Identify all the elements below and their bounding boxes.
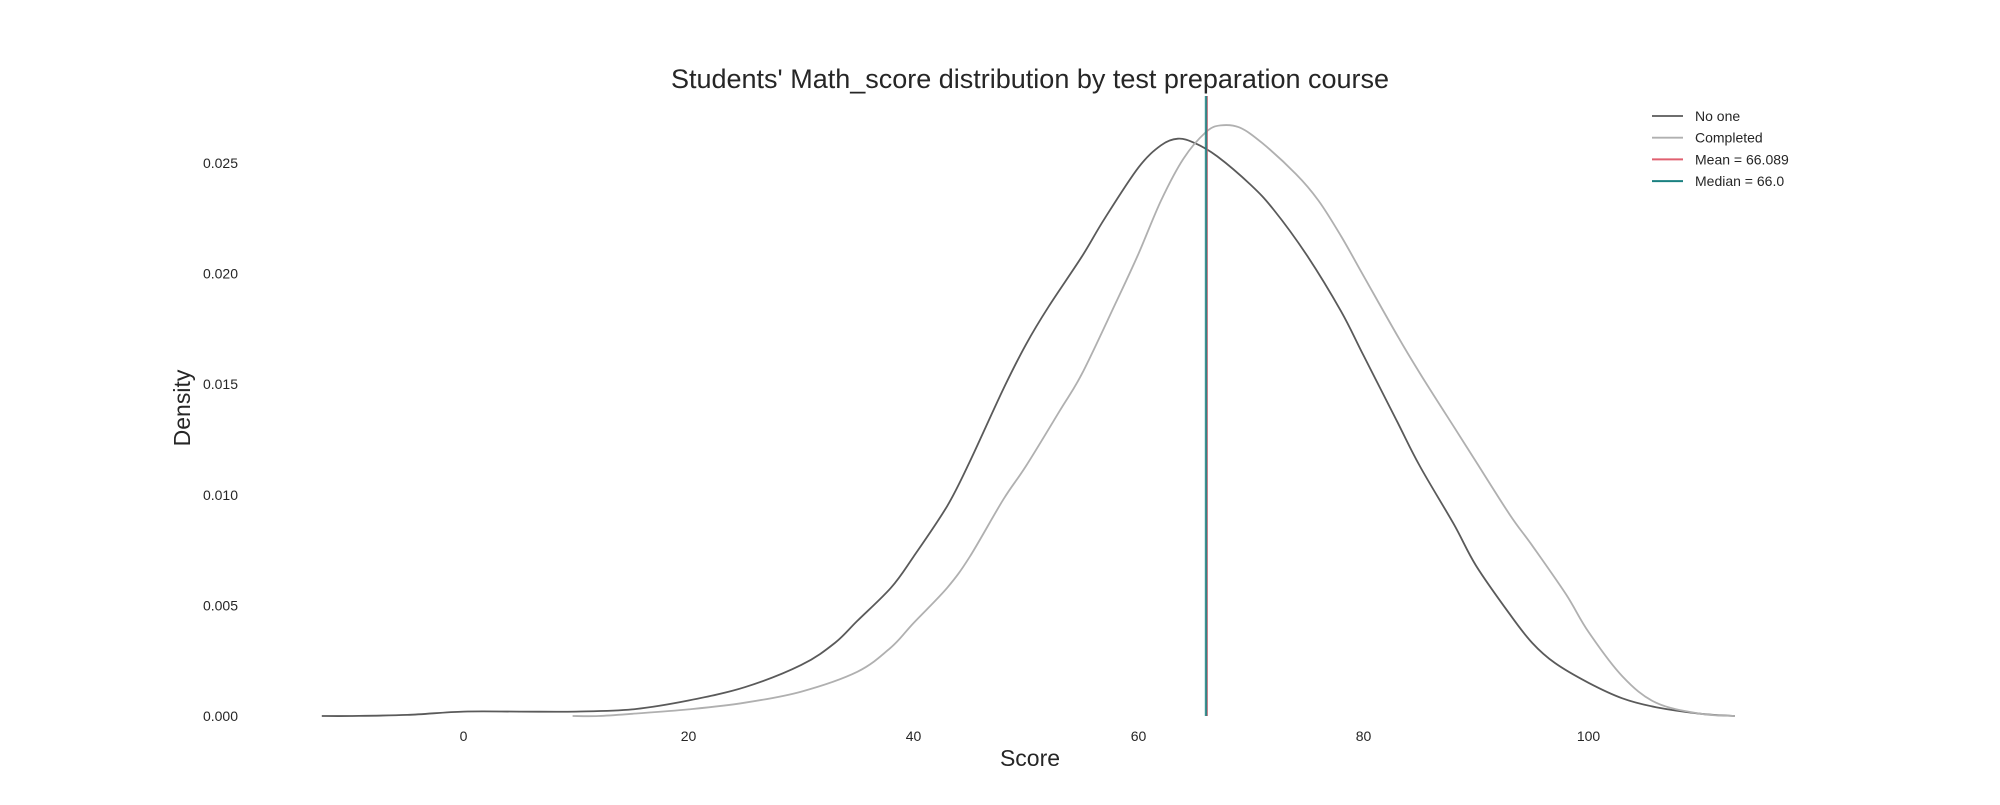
x-tick-label: 20 (681, 728, 697, 744)
series-line-completed (572, 124, 1735, 718)
x-axis-label: Score (1000, 745, 1060, 771)
series-line-no-one (321, 137, 1735, 717)
legend-label: Median = 66.0 (1695, 173, 1784, 189)
y-tick-label: 0.000 (203, 708, 238, 724)
y-tick-label: 0.025 (203, 155, 238, 171)
reference-lines (1204, 96, 1208, 716)
y-axis-label: Density (169, 369, 195, 446)
x-tick-label: 60 (1131, 728, 1147, 744)
x-tick-label: 100 (1577, 728, 1601, 744)
chart-title: Students' Math_score distribution by tes… (671, 64, 1389, 94)
legend-label: Mean = 66.089 (1695, 151, 1789, 167)
legend-label: Completed (1695, 130, 1763, 146)
legend-label: No one (1695, 108, 1740, 124)
y-tick-label: 0.020 (203, 266, 238, 282)
y-tick-labels: 0.000 0.005 0.010 0.015 0.020 0.025 (203, 155, 238, 724)
y-tick-label: 0.005 (203, 597, 238, 613)
y-tick-label: 0.010 (203, 487, 238, 503)
y-tick-label: 0.015 (203, 376, 238, 392)
x-tick-label: 80 (1356, 728, 1372, 744)
series-lines (321, 124, 1735, 718)
x-tick-label: 40 (906, 728, 922, 744)
x-tick-labels: 0 20 40 60 80 100 (460, 728, 1601, 744)
x-tick-label: 0 (460, 728, 468, 744)
legend: No one Completed Mean = 66.089 Median = 66.… (1652, 108, 1789, 189)
